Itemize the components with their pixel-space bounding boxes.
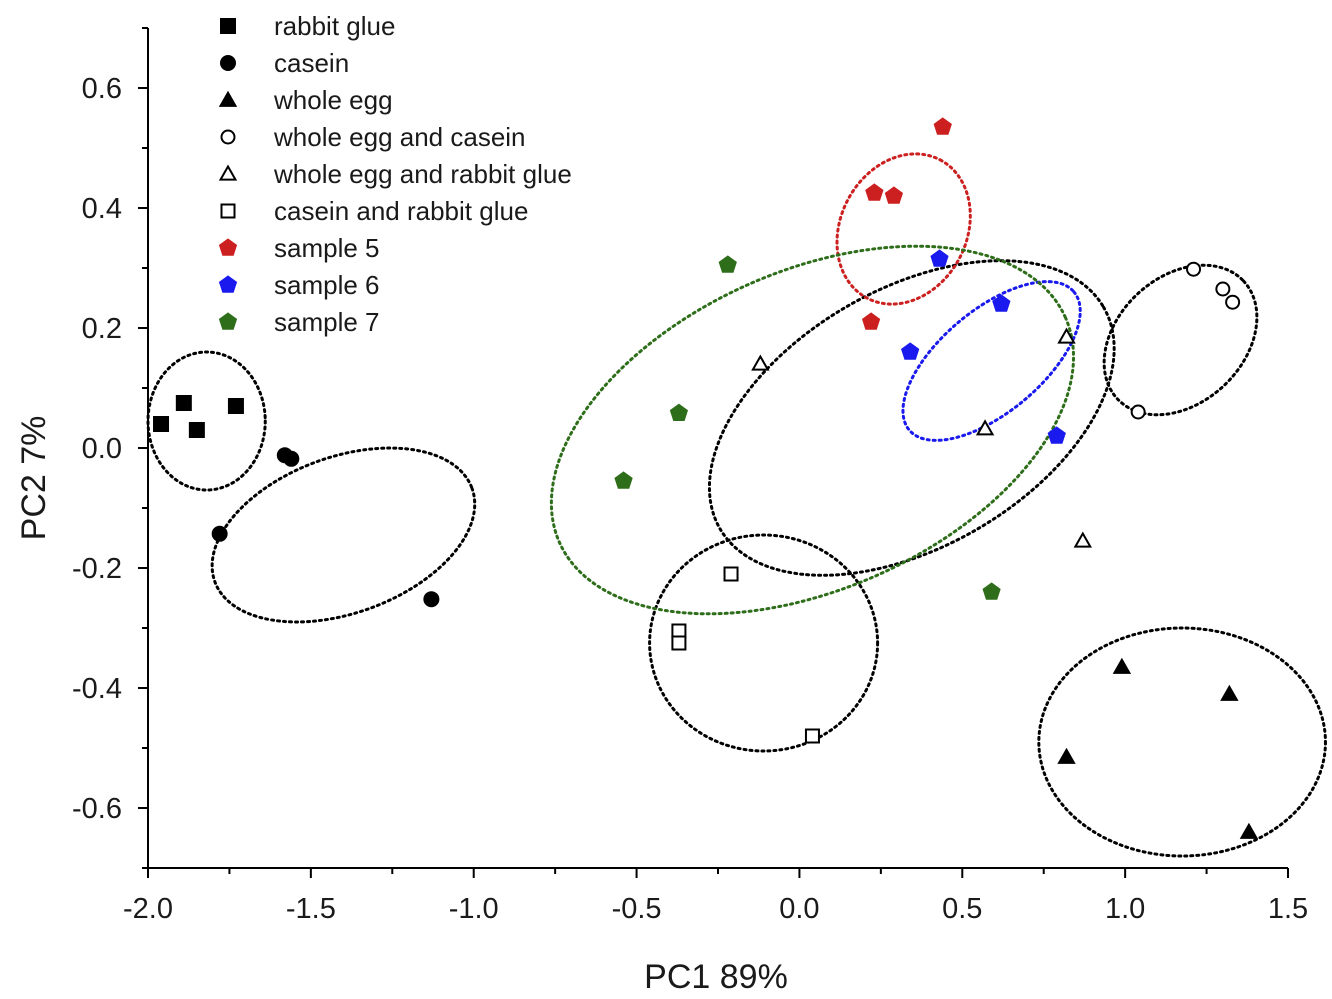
data-point [614, 471, 633, 489]
y-tick-label: 0.2 [82, 313, 122, 345]
legend-label: sample 6 [274, 270, 380, 300]
legend-label: whole egg and casein [273, 122, 526, 152]
legend-marker [218, 164, 238, 181]
x-tick-label: 0.5 [942, 893, 982, 925]
legend-label: casein and rabbit glue [274, 196, 528, 226]
y-axis-title: PC2 7% [15, 416, 53, 541]
y-tick-label: 0.6 [82, 73, 122, 105]
y-tick-label: -0.2 [72, 553, 122, 585]
data-point [1215, 281, 1231, 297]
data-point [1225, 294, 1241, 310]
cluster-ellipse [549, 244, 1076, 616]
data-point [751, 354, 770, 371]
legend-label: whole egg and rabbit glue [273, 159, 572, 189]
legend-marker [220, 18, 236, 34]
data-point [723, 566, 739, 582]
data-point [1057, 327, 1076, 344]
x-tick-label: 0.0 [779, 893, 819, 925]
legend-marker [218, 238, 238, 256]
x-axis-title: PC1 89% [644, 958, 788, 996]
cluster-ellipses [146, 152, 1327, 858]
data-point [865, 183, 884, 201]
legend-marker [220, 129, 236, 145]
data-point [1057, 747, 1076, 764]
data-point [1112, 657, 1132, 674]
tick-marks: -2.0 -1.5 -1.0 -0.5 0.0 0.5 1.0 1.5 -0.6 -0.4 -0.2… [72, 27, 1308, 925]
y-tick-label: 0.4 [82, 193, 122, 225]
data-point [188, 422, 205, 438]
x-tick-label: 1.5 [1268, 893, 1308, 925]
data-point [1186, 261, 1202, 277]
legend-marker [220, 55, 236, 71]
data-point [423, 591, 440, 608]
legend-label: sample 5 [274, 233, 380, 263]
y-tick-label: -0.6 [72, 793, 122, 825]
x-tick-label: 1.0 [1105, 893, 1145, 925]
cluster-ellipse [648, 533, 880, 753]
legend-marker [220, 203, 236, 219]
data-point [669, 403, 688, 421]
legend: rabbit glue casein whole egg whole egg and … [218, 11, 572, 337]
cluster-ellipse [1037, 626, 1327, 858]
data-point [153, 416, 170, 432]
data-points [153, 117, 1259, 839]
data-point [1047, 426, 1066, 444]
y-tick-label: -0.4 [72, 673, 122, 705]
y-tick-label: 0.0 [82, 433, 122, 465]
data-point [227, 398, 244, 414]
data-point [718, 255, 737, 273]
cluster-ellipse [1102, 263, 1259, 417]
data-point [211, 525, 228, 542]
legend-label: casein [274, 48, 349, 78]
data-point [862, 312, 881, 330]
data-point [930, 249, 949, 267]
data-point [175, 395, 192, 411]
data-point [1073, 531, 1092, 548]
legend-label: whole egg [273, 85, 393, 115]
data-point [283, 450, 300, 467]
legend-marker [218, 90, 238, 107]
data-point [1239, 822, 1259, 839]
x-tick-label: -1.0 [449, 893, 499, 925]
data-point [884, 186, 903, 204]
data-point [992, 294, 1011, 312]
data-point [671, 635, 687, 651]
data-point [804, 728, 820, 744]
legend-marker [218, 312, 238, 330]
x-tick-label: -1.5 [286, 893, 336, 925]
legend-marker [218, 275, 238, 293]
cluster-ellipse [707, 259, 1116, 577]
data-point [901, 342, 920, 360]
cluster-ellipse [901, 280, 1082, 442]
legend-label: rabbit glue [274, 11, 395, 41]
data-point [975, 419, 995, 436]
cluster-ellipse [210, 446, 477, 624]
data-point [1220, 684, 1239, 701]
legend-label: sample 7 [274, 307, 380, 337]
data-point [982, 582, 1001, 600]
x-tick-label: -0.5 [612, 893, 662, 925]
data-point [933, 117, 952, 135]
x-tick-label: -2.0 [123, 893, 173, 925]
cluster-ellipse [835, 152, 972, 306]
data-point [1130, 404, 1146, 420]
